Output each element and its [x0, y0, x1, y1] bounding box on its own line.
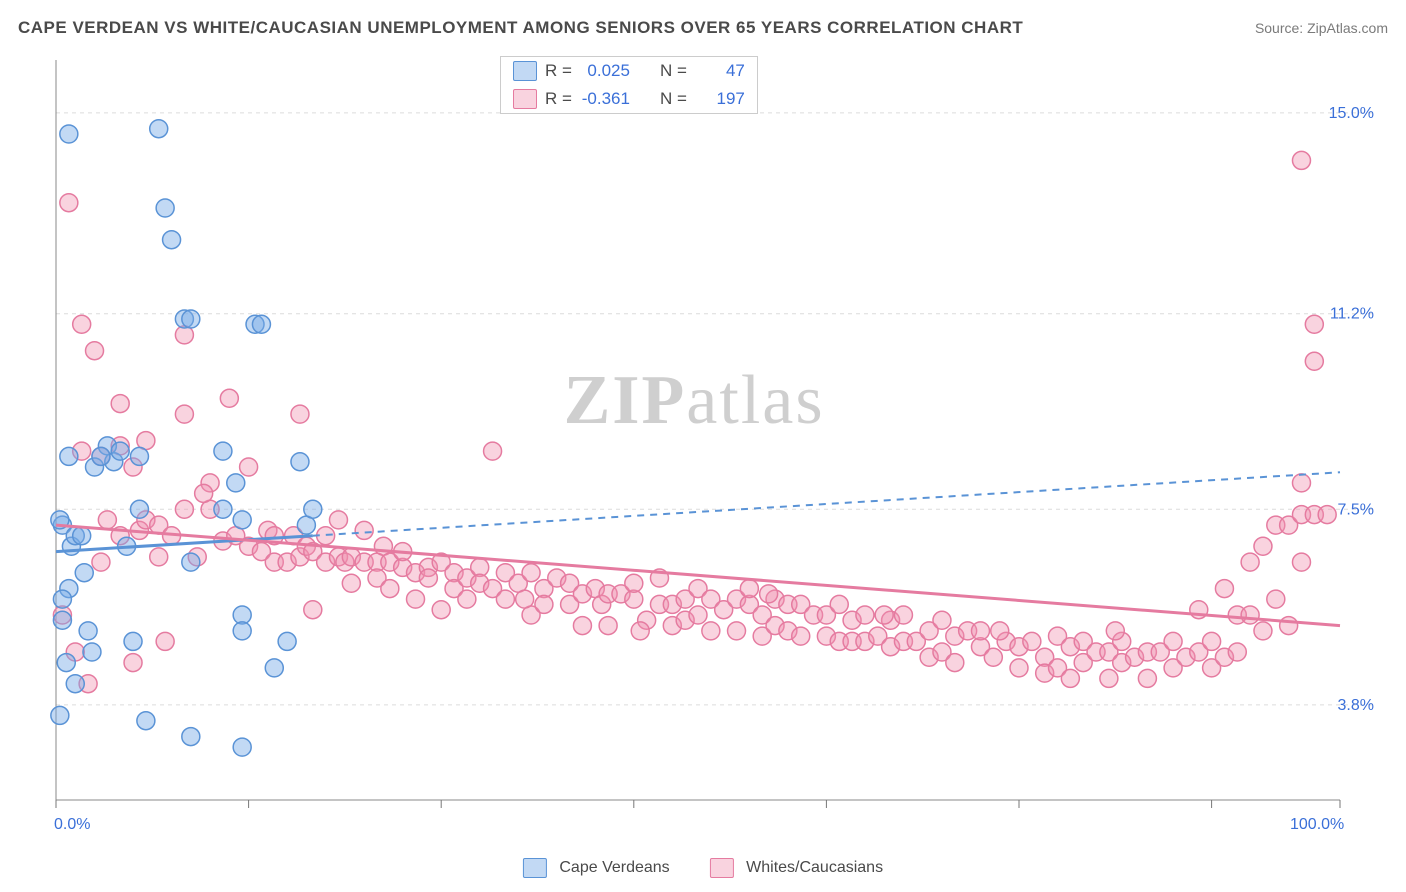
- legend-label-blue: Cape Verdeans: [559, 859, 669, 876]
- swatch-pink-icon: [710, 858, 734, 878]
- svg-text:11.2%: 11.2%: [1330, 306, 1374, 323]
- stats-row-blue: R = 0.025 N = 47: [501, 57, 757, 85]
- x-axis-min-label: 0.0%: [54, 816, 90, 834]
- stat-n-label-2: N =: [660, 89, 687, 109]
- stat-r-pink: -0.361: [580, 89, 630, 109]
- stat-n-blue: 47: [695, 61, 745, 81]
- svg-text:15.0%: 15.0%: [1329, 105, 1374, 122]
- legend-label-pink: Whites/Caucasians: [746, 859, 883, 876]
- stat-n-pink: 197: [695, 89, 745, 109]
- swatch-blue-icon: [523, 858, 547, 878]
- stat-r-label: R =: [545, 61, 572, 81]
- source-label: Source: ZipAtlas.com: [1255, 20, 1388, 36]
- legend-bottom: Cape Verdeans Whites/Caucasians: [523, 858, 883, 878]
- stats-row-pink: R = -0.361 N = 197: [501, 85, 757, 113]
- legend-item-pink: Whites/Caucasians: [710, 858, 883, 878]
- stat-r-label-2: R =: [545, 89, 572, 109]
- scatter-plot: 3.8% 7.5% 11.2% 15.0%: [50, 50, 1380, 840]
- chart-container: CAPE VERDEAN VS WHITE/CAUCASIAN UNEMPLOY…: [0, 0, 1406, 892]
- swatch-pink: [513, 89, 537, 109]
- stats-legend-box: R = 0.025 N = 47 R = -0.361 N = 197: [500, 56, 758, 114]
- x-axis-max-label: 100.0%: [1290, 816, 1344, 834]
- svg-text:7.5%: 7.5%: [1338, 501, 1374, 518]
- swatch-blue: [513, 61, 537, 81]
- svg-text:3.8%: 3.8%: [1338, 697, 1374, 714]
- chart-title: CAPE VERDEAN VS WHITE/CAUCASIAN UNEMPLOY…: [18, 18, 1023, 38]
- legend-item-blue: Cape Verdeans: [523, 858, 670, 878]
- stat-r-blue: 0.025: [580, 61, 630, 81]
- stat-n-label: N =: [660, 61, 687, 81]
